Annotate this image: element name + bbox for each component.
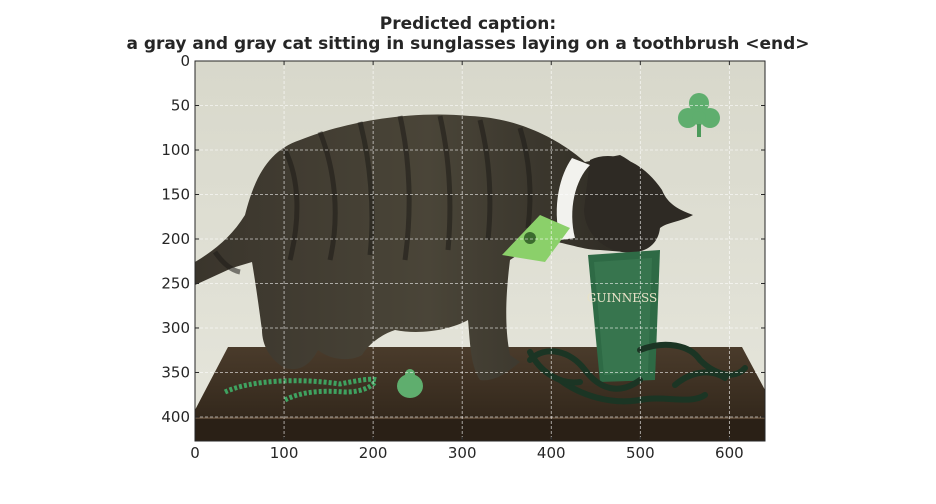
photo-shamrock: [678, 93, 720, 137]
y-tick-label: 150: [161, 185, 190, 203]
y-tick-label: 300: [161, 319, 190, 337]
y-tick-label: 250: [161, 274, 190, 292]
chart-title: Predicted caption:: [379, 14, 557, 34]
photo-guinness-text: GUINNESS: [587, 291, 657, 305]
x-tick-label: 400: [537, 444, 566, 462]
plot-frame: [194, 60, 766, 442]
y-tick-label: 400: [161, 408, 190, 426]
y-tick-label: 50: [171, 96, 190, 114]
x-tick-label: 600: [715, 444, 744, 462]
y-tick-label: 350: [161, 363, 190, 381]
x-tick-label: 500: [626, 444, 655, 462]
y-tick-label: 100: [161, 141, 190, 159]
photo: GUINNESS: [195, 61, 765, 441]
photo-beads: [223, 376, 378, 403]
chart-subtitle: a gray and gray cat sitting in sunglasse…: [126, 34, 810, 54]
x-tick-label: 0: [190, 444, 200, 462]
x-tick-label: 200: [359, 444, 388, 462]
photo-figurine: [397, 369, 423, 398]
x-tick-label: 300: [448, 444, 477, 462]
y-tick-label: 200: [161, 230, 190, 248]
photo-ribbons: [527, 341, 748, 405]
x-tick-label: 100: [270, 444, 299, 462]
axis-ticks: 0 100 200 300 400 500 600 0 50 100 150 200 250 300 350…: [161, 52, 765, 462]
photo-cat: [195, 114, 693, 381]
y-tick-label: 0: [180, 52, 190, 70]
